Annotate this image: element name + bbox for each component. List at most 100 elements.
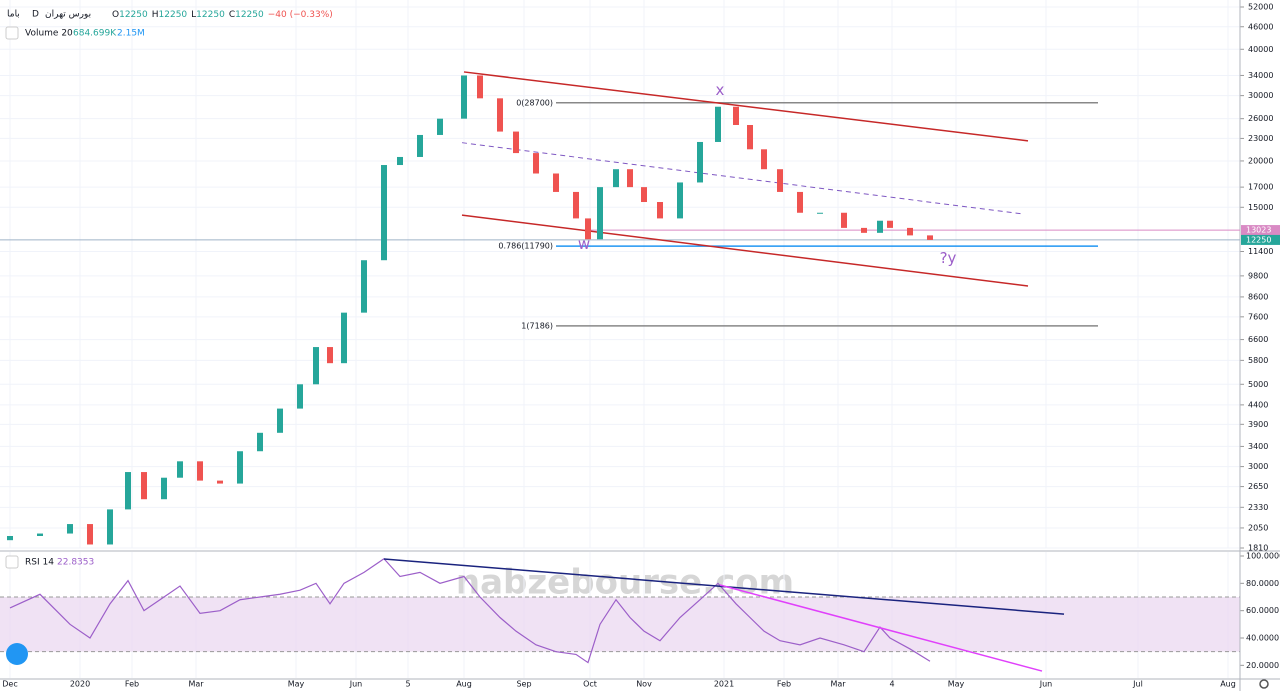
collapse-button[interactable] bbox=[5, 555, 19, 569]
wave-label: x bbox=[716, 81, 725, 99]
candle bbox=[877, 220, 883, 233]
candle bbox=[733, 106, 739, 125]
candle bbox=[697, 141, 703, 183]
x-tick-label: Dec bbox=[2, 680, 17, 689]
ohlc-key: O bbox=[112, 10, 119, 20]
candle bbox=[533, 153, 539, 174]
candle bbox=[161, 477, 167, 500]
ohlc-legend: O12250 H12250 L12250 C12250 −40 (−0.33%) bbox=[112, 10, 333, 20]
candle bbox=[217, 480, 223, 484]
ohlc-value: 12250 bbox=[235, 10, 264, 20]
x-tick-label: 5 bbox=[405, 680, 410, 689]
candle bbox=[553, 173, 559, 192]
rsi-value: 22.8353 bbox=[57, 558, 94, 568]
candle bbox=[141, 472, 147, 500]
x-tick-label: 2021 bbox=[714, 680, 734, 689]
x-tick-label: Mar bbox=[188, 680, 204, 689]
candle bbox=[777, 169, 783, 192]
y-tick-label: 20000 bbox=[1248, 156, 1273, 165]
x-tick-label: Aug bbox=[456, 680, 472, 689]
rsi-name: RSI 14 bbox=[25, 558, 54, 568]
candle bbox=[597, 187, 603, 240]
y-tick-label: 2330 bbox=[1248, 503, 1268, 512]
candle bbox=[817, 212, 823, 214]
fib-label: 0(28700) bbox=[516, 98, 553, 107]
ohlc-value: 12250 bbox=[196, 10, 225, 20]
fib-label: 0.786(11790) bbox=[498, 242, 553, 251]
candle bbox=[841, 212, 847, 228]
x-tick-label: Feb bbox=[777, 680, 791, 689]
candle bbox=[257, 432, 263, 452]
x-tick-label: Oct bbox=[583, 680, 597, 689]
candle bbox=[197, 461, 203, 481]
change: −40 (−0.33%) bbox=[268, 10, 333, 20]
candle bbox=[277, 408, 283, 433]
rsi-trend-line bbox=[719, 584, 1043, 672]
x-tick-label: Sep bbox=[516, 680, 531, 689]
candle bbox=[107, 509, 113, 545]
x-tick-label: Jul bbox=[1132, 680, 1143, 689]
candle bbox=[715, 106, 721, 142]
candle bbox=[797, 191, 803, 213]
candle bbox=[747, 124, 753, 150]
candle bbox=[397, 156, 403, 166]
candle bbox=[461, 75, 467, 119]
candle bbox=[177, 461, 183, 478]
x-tick-label: 4 bbox=[889, 680, 894, 689]
y-tick-label: 80.0000 bbox=[1246, 579, 1279, 588]
x-tick-label: Jun bbox=[1039, 680, 1053, 689]
y-tick-label: 7600 bbox=[1248, 312, 1268, 321]
candle bbox=[657, 202, 663, 219]
y-tick-label: 52000 bbox=[1248, 3, 1273, 12]
volume-value: 684.699K bbox=[73, 29, 117, 39]
price-label: 13023 bbox=[1246, 226, 1271, 235]
candle bbox=[613, 169, 619, 188]
y-tick-label: 40.0000 bbox=[1246, 634, 1279, 643]
symbol: باما bbox=[7, 10, 20, 20]
x-tick-label: Nov bbox=[636, 680, 652, 689]
candle bbox=[327, 347, 333, 364]
x-tick-label: Aug bbox=[1220, 680, 1236, 689]
candle bbox=[761, 149, 767, 170]
ohlc-key: C bbox=[229, 10, 235, 20]
candle bbox=[37, 533, 43, 536]
ohlc-key: H bbox=[152, 10, 159, 20]
interval: D bbox=[32, 10, 39, 20]
trend-line bbox=[461, 142, 1023, 215]
candle bbox=[381, 165, 387, 261]
candle bbox=[677, 182, 683, 219]
candle bbox=[585, 218, 591, 240]
candle bbox=[887, 220, 893, 228]
fib-label: 1(7186) bbox=[521, 321, 553, 330]
y-tick-label: 46000 bbox=[1248, 22, 1273, 31]
y-tick-label: 34000 bbox=[1248, 71, 1273, 80]
candle bbox=[641, 187, 647, 203]
y-tick-label: 26000 bbox=[1248, 114, 1273, 123]
wave-label: w bbox=[578, 235, 590, 253]
trend-line bbox=[463, 71, 1029, 142]
collapse-button[interactable] bbox=[5, 26, 19, 40]
settings-icon[interactable] bbox=[1259, 679, 1269, 689]
candle bbox=[497, 98, 503, 132]
y-tick-label: 100.0000 bbox=[1246, 552, 1280, 561]
y-tick-label: 6600 bbox=[1248, 335, 1268, 344]
candle bbox=[627, 169, 633, 188]
candle bbox=[313, 347, 319, 385]
candle bbox=[477, 75, 483, 99]
y-tick-label: 4400 bbox=[1248, 400, 1268, 409]
y-tick-label: 1810 bbox=[1248, 544, 1268, 553]
candle bbox=[437, 118, 443, 135]
candle bbox=[417, 134, 423, 157]
candle bbox=[237, 451, 243, 484]
logo[interactable] bbox=[6, 643, 28, 665]
candle bbox=[513, 131, 519, 154]
volume-name: Volume 20 bbox=[25, 29, 73, 39]
y-tick-label: 20.0000 bbox=[1246, 661, 1279, 670]
x-tick-label: 2020 bbox=[70, 680, 90, 689]
y-tick-label: 40000 bbox=[1248, 45, 1273, 54]
candle bbox=[67, 524, 73, 534]
y-tick-label: 5000 bbox=[1248, 380, 1268, 389]
y-tick-label: 23000 bbox=[1248, 134, 1273, 143]
